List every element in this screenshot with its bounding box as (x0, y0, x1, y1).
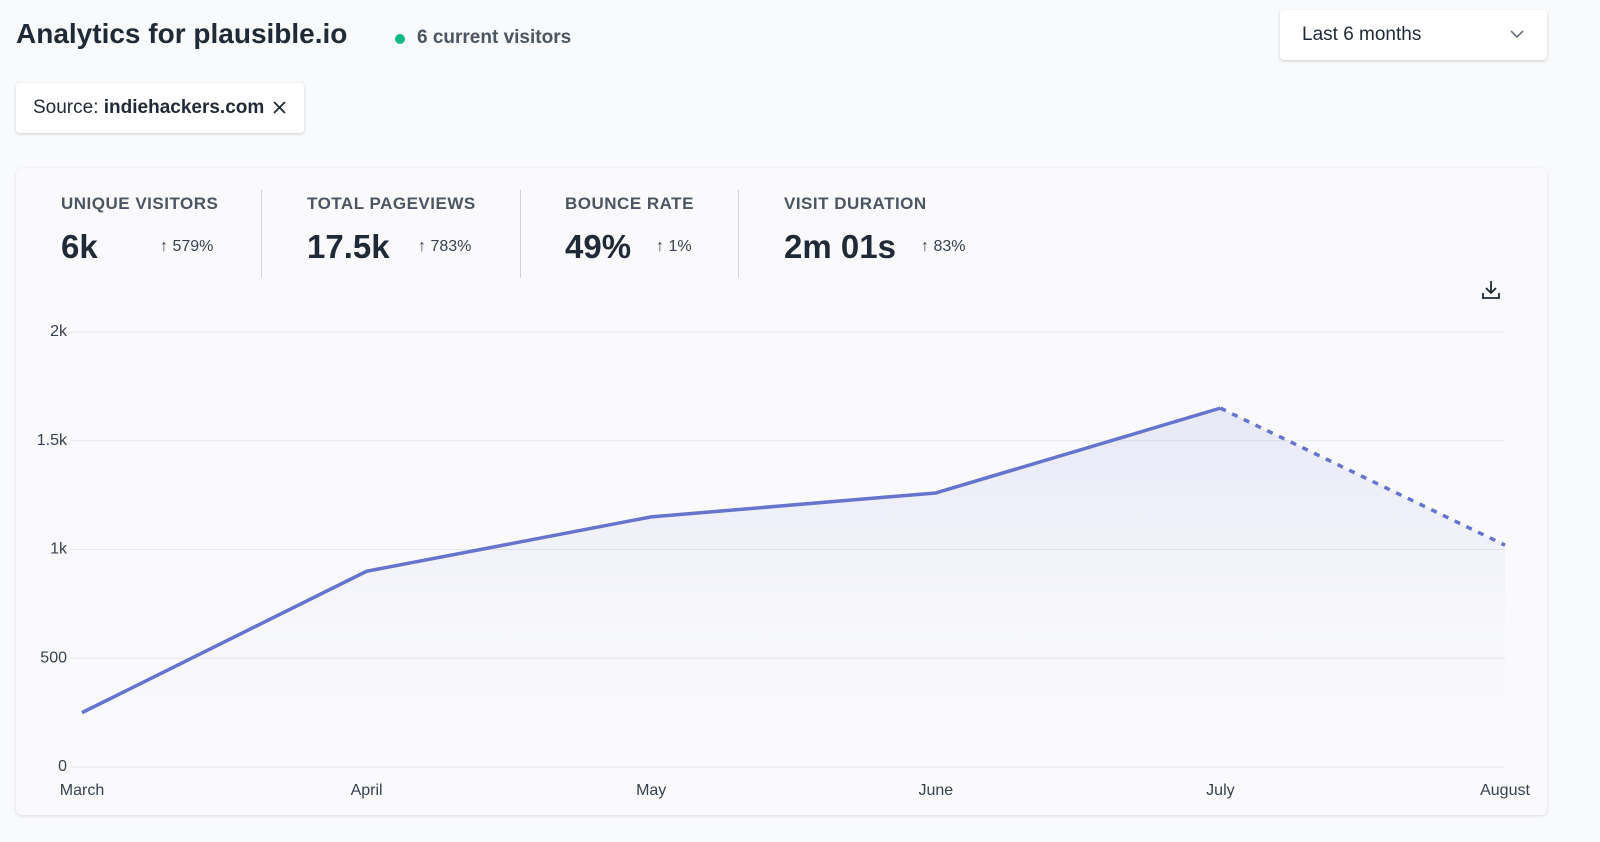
stat-label: VISIT DURATION (784, 194, 927, 213)
filter-value: indiehackers.com (103, 97, 265, 118)
live-dot (395, 34, 405, 44)
period-label: Last 6 months (1302, 24, 1422, 45)
area (82, 408, 1505, 767)
x-tick-label: May (636, 782, 666, 799)
y-tick-label: 500 (40, 649, 67, 666)
page-title: Analytics for plausible.io (16, 18, 348, 49)
close-icon[interactable] (273, 101, 286, 114)
period-dropdown[interactable]: Last 6 months (1280, 10, 1547, 60)
stat-value: 49% (565, 228, 632, 265)
filter-chip[interactable]: Source: indiehackers.com (16, 83, 305, 133)
current-visitors[interactable]: 6 current visitors (417, 27, 572, 48)
stat-separator (738, 190, 739, 278)
stat-change: ↑ 83% (921, 238, 966, 255)
stat-label: BOUNCE RATE (565, 194, 694, 213)
stat-separator (261, 190, 262, 278)
y-tick-label: 1.5k (37, 432, 68, 449)
x-tick-label: July (1206, 782, 1234, 799)
x-tick-label: March (60, 782, 104, 799)
line (81, 406, 1221, 715)
stat-separator (520, 190, 521, 278)
stat-change: ↑ 579% (160, 238, 214, 255)
stat-label: TOTAL PAGEVIEWS (307, 194, 476, 213)
chevron-icon (1510, 30, 1524, 39)
stat-value: 17.5k (307, 228, 390, 265)
stat-value: 2m 01s (784, 228, 896, 265)
line-incomplete (1219, 406, 1506, 547)
y-tick-label: 1k (50, 541, 68, 558)
stat-change: ↑ 783% (418, 238, 472, 255)
filter-label: Source: (33, 97, 99, 118)
download-icon[interactable] (1480, 279, 1502, 301)
y-tick-label: 0 (58, 758, 67, 775)
x-tick-label: April (351, 782, 383, 799)
stat-label: UNIQUE VISITORS (61, 194, 219, 213)
x-tick-label: August (1480, 782, 1530, 799)
stat-value: 6k (61, 228, 98, 265)
x-tick-label: June (918, 782, 953, 799)
y-tick-label: 2k (50, 323, 68, 340)
stat-change: ↑ 1% (656, 238, 692, 255)
